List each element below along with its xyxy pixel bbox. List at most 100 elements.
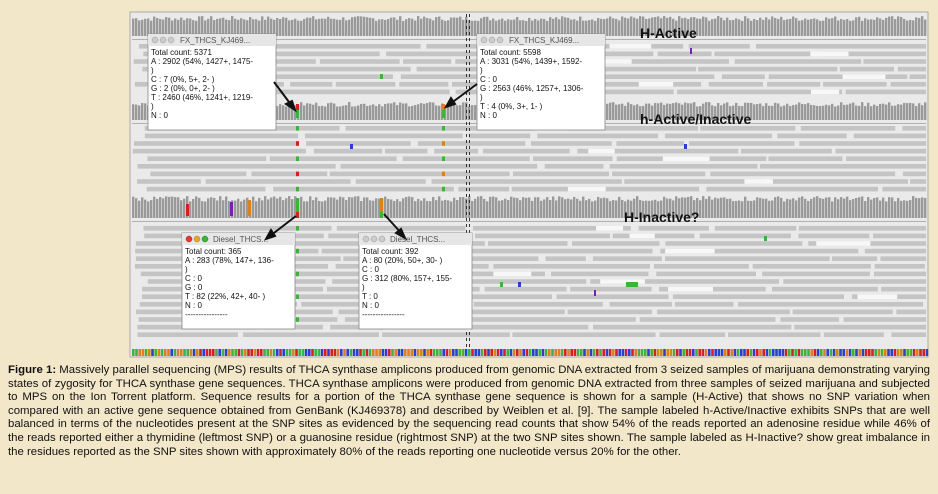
coverage-bar xyxy=(888,102,891,120)
reference-base xyxy=(317,349,321,356)
reference-base xyxy=(848,349,852,356)
minimize-icon[interactable] xyxy=(193,235,201,243)
coverage-bar xyxy=(918,198,921,218)
zoom-icon[interactable] xyxy=(167,36,175,44)
coverage-bar xyxy=(738,200,741,218)
position-guide-dash xyxy=(466,200,467,203)
reference-base xyxy=(541,349,545,356)
coverage-bar xyxy=(696,197,699,218)
position-guide-dash xyxy=(466,62,467,65)
coverage-bar xyxy=(630,200,633,218)
read xyxy=(301,302,366,307)
coverage-bar xyxy=(171,196,174,218)
read xyxy=(688,141,795,146)
minimize-icon[interactable] xyxy=(370,235,378,243)
popup-window-3[interactable]: Diesel_THCS... Total count: 365 A : 283 … xyxy=(181,232,296,330)
coverage-bar xyxy=(255,19,258,36)
reference-base xyxy=(746,349,749,356)
reference-base xyxy=(804,349,807,356)
reference-base xyxy=(234,349,237,356)
coverage-bar xyxy=(681,197,684,218)
popup-line: T : 0 xyxy=(362,292,378,301)
minimize-icon[interactable] xyxy=(159,36,167,44)
coverage-bar xyxy=(216,18,219,36)
coverage-bar xyxy=(771,105,774,120)
coverage-bar xyxy=(528,17,531,36)
read xyxy=(823,332,884,337)
reference-base xyxy=(164,349,167,356)
zoom-icon[interactable] xyxy=(378,235,386,243)
position-guide-dash xyxy=(469,146,470,149)
coverage-bar xyxy=(549,200,552,218)
coverage-bar xyxy=(336,199,339,218)
close-icon[interactable] xyxy=(151,36,159,44)
coverage-bar xyxy=(243,199,246,218)
coverage-bar xyxy=(678,16,681,36)
zoom-icon[interactable] xyxy=(496,36,504,44)
snp-coverage-mark xyxy=(296,198,299,218)
snp-read-mark xyxy=(296,141,299,146)
snp-read-mark xyxy=(442,186,445,192)
coverage-bar xyxy=(252,196,255,218)
position-guide-dash xyxy=(469,170,470,173)
coverage-bar xyxy=(345,20,348,36)
coverage-bar xyxy=(864,201,867,218)
zoom-icon[interactable] xyxy=(201,235,209,243)
coverage-bar xyxy=(750,20,753,36)
read xyxy=(703,156,767,161)
coverage-bar xyxy=(741,20,744,36)
reference-base xyxy=(784,349,788,356)
reference-base xyxy=(548,349,551,356)
reference-base xyxy=(906,349,909,356)
coverage-bar xyxy=(798,197,801,218)
snp-coverage-mark xyxy=(380,198,383,218)
coverage-bar xyxy=(897,197,900,218)
coverage-bar xyxy=(918,103,921,120)
close-icon[interactable] xyxy=(480,36,488,44)
coverage-bar xyxy=(912,196,915,218)
reference-base xyxy=(333,349,337,356)
reference-base xyxy=(608,349,612,356)
coverage-bar xyxy=(264,19,267,36)
reference-base xyxy=(432,349,436,356)
read xyxy=(233,44,421,49)
coverage-bar xyxy=(810,198,813,218)
coverage-bar xyxy=(558,19,561,36)
position-guide-dash xyxy=(469,104,470,107)
read xyxy=(319,59,400,64)
reference-base xyxy=(500,349,503,356)
read xyxy=(688,44,750,49)
position-guide-dash xyxy=(466,44,467,47)
coverage-bar xyxy=(507,19,510,36)
popup-window-4[interactable]: Diesel_THCS... Total count: 392 A : 80 (… xyxy=(358,232,473,330)
read xyxy=(873,271,926,277)
read xyxy=(759,164,926,169)
read xyxy=(780,317,839,322)
coverage-bar xyxy=(222,200,225,218)
coverage-bar xyxy=(453,104,456,120)
read xyxy=(664,133,772,139)
coverage-bar xyxy=(753,104,756,120)
read-gap xyxy=(668,286,713,292)
arrow xyxy=(269,215,297,237)
reference-base xyxy=(628,349,631,356)
coverage-bar xyxy=(861,20,864,36)
close-icon[interactable] xyxy=(362,235,370,243)
coverage-bar xyxy=(915,197,918,218)
popup-window-2[interactable]: FX_THCS_KJ469... Total count: 5598 A : 3… xyxy=(476,33,606,131)
coverage-bar xyxy=(723,20,726,36)
coverage-bar xyxy=(726,102,729,120)
popup-window-1[interactable]: FX_THCS_KJ469... Total count: 5371 A : 2… xyxy=(147,33,277,131)
minimize-icon[interactable] xyxy=(488,36,496,44)
position-guide-dash xyxy=(469,164,470,167)
close-icon[interactable] xyxy=(185,235,193,243)
reference-base xyxy=(557,349,561,356)
reference-base xyxy=(250,349,253,356)
caption-label: Figure 1: xyxy=(8,364,57,376)
reference-base xyxy=(717,349,721,356)
coverage-bar xyxy=(876,197,879,218)
coverage-bar xyxy=(318,200,321,218)
read xyxy=(475,233,610,239)
position-guide-dash xyxy=(466,74,467,77)
coverage-bar xyxy=(624,105,627,120)
